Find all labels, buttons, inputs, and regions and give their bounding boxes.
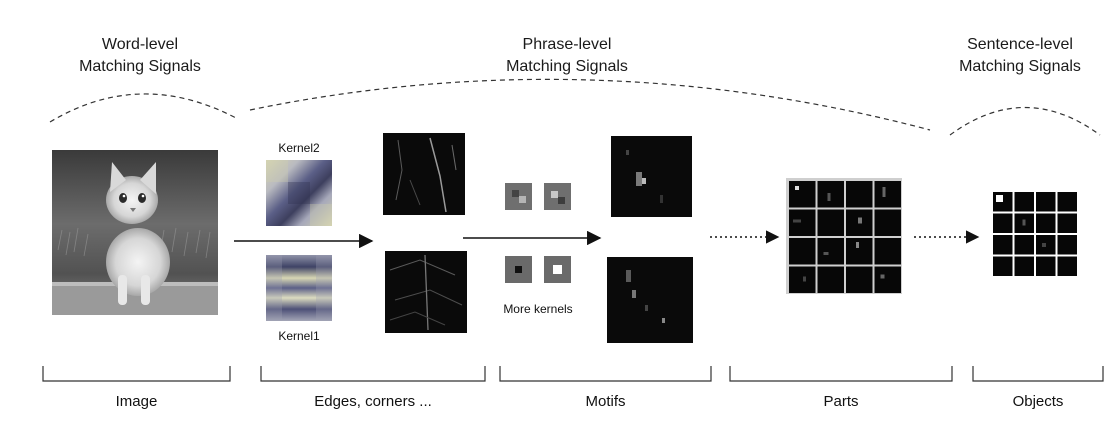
feature-map-edges-bottom	[385, 251, 467, 333]
header-word-line2: Matching Signals	[79, 58, 201, 75]
stage-label-parts: Parts	[823, 393, 859, 410]
header-sentence-level: Sentence-level Matching Signals	[935, 34, 1105, 78]
bracket-motifs	[499, 366, 712, 382]
grid-cell	[789, 266, 816, 293]
grid-cell-mark	[996, 195, 1003, 202]
motif-patch-1	[505, 183, 532, 210]
grid-cell-mark	[823, 252, 829, 255]
grid-cell-mark	[858, 217, 862, 224]
grid-cell-mark	[880, 274, 885, 279]
feature-map-motifs-bottom	[607, 257, 693, 343]
kernel1-label: Kernel1	[278, 329, 320, 343]
grid-cell	[1014, 192, 1034, 212]
grid-cell	[874, 266, 901, 293]
grid-cell	[1057, 213, 1077, 233]
stage-label-objects: Objects	[1012, 393, 1064, 410]
parts-grid	[786, 178, 902, 294]
grid-cell	[789, 238, 816, 265]
feature-map-motifs-top	[611, 136, 692, 217]
grid-cell	[1057, 235, 1077, 255]
grid-cell	[1057, 192, 1077, 212]
sentence-level-arc	[949, 106, 1101, 136]
grid-cell-mark	[803, 276, 806, 282]
grid-cell	[1036, 256, 1056, 276]
grid-cell	[846, 238, 873, 265]
bracket-parts	[729, 366, 953, 382]
grid-cell	[789, 181, 816, 208]
motif-patch-2	[544, 183, 571, 210]
header-sentence-line1: Sentence-level	[967, 36, 1073, 53]
grid-cell	[993, 213, 1013, 233]
header-sentence-line2: Matching Signals	[959, 58, 1081, 75]
stage-label-edges: Edges, corners ...	[314, 393, 432, 410]
grid-cell	[1036, 192, 1056, 212]
grid-cell	[874, 238, 901, 265]
grid-cell	[1014, 256, 1034, 276]
more-kernels-label: More kernels	[503, 302, 573, 316]
kernel1-patch	[266, 255, 332, 321]
grid-cell	[993, 256, 1013, 276]
header-word-level: Word-level Matching Signals	[45, 34, 235, 78]
bracket-edges	[260, 366, 486, 382]
kernel2-patch	[266, 160, 332, 226]
grid-cell	[817, 266, 844, 293]
word-level-arc	[49, 93, 237, 123]
grid-cell-mark	[827, 193, 831, 201]
motif-patch-4	[544, 256, 571, 283]
grid-cell	[817, 181, 844, 208]
header-phrase-level: Phrase-level Matching Signals	[482, 34, 652, 78]
header-phrase-line2: Matching Signals	[506, 58, 628, 75]
grid-cell-mark	[795, 186, 799, 190]
grid-cell	[846, 266, 873, 293]
kernel2-label: Kernel2	[278, 141, 320, 155]
grid-cell-mark	[793, 219, 801, 223]
grid-cell	[846, 181, 873, 208]
grid-cell	[874, 181, 901, 208]
feature-map-edges-top	[383, 133, 465, 215]
kitten-photo	[52, 150, 218, 315]
header-phrase-line1: Phrase-level	[522, 36, 612, 53]
grid-cell-mark	[1042, 243, 1046, 247]
stage-label-image: Image	[115, 393, 158, 410]
objects-grid	[991, 190, 1080, 277]
grid-cell-mark	[882, 187, 886, 197]
grid-cell	[817, 209, 844, 236]
stage-label-motifs: Motifs	[585, 393, 626, 410]
grid-cell	[1014, 235, 1034, 255]
motif-patch-3	[505, 256, 532, 283]
grid-cell	[1057, 256, 1077, 276]
phrase-level-arc	[249, 78, 931, 131]
header-word-line1: Word-level	[101, 36, 179, 53]
grid-cell	[874, 209, 901, 236]
bracket-objects	[972, 366, 1104, 382]
grid-cell	[1036, 213, 1056, 233]
grid-cell-mark	[856, 242, 859, 248]
grid-cell-mark	[1022, 219, 1026, 226]
bracket-image	[42, 366, 231, 382]
grid-cell	[789, 209, 816, 236]
grid-cell	[993, 235, 1013, 255]
grid-cell	[817, 238, 844, 265]
